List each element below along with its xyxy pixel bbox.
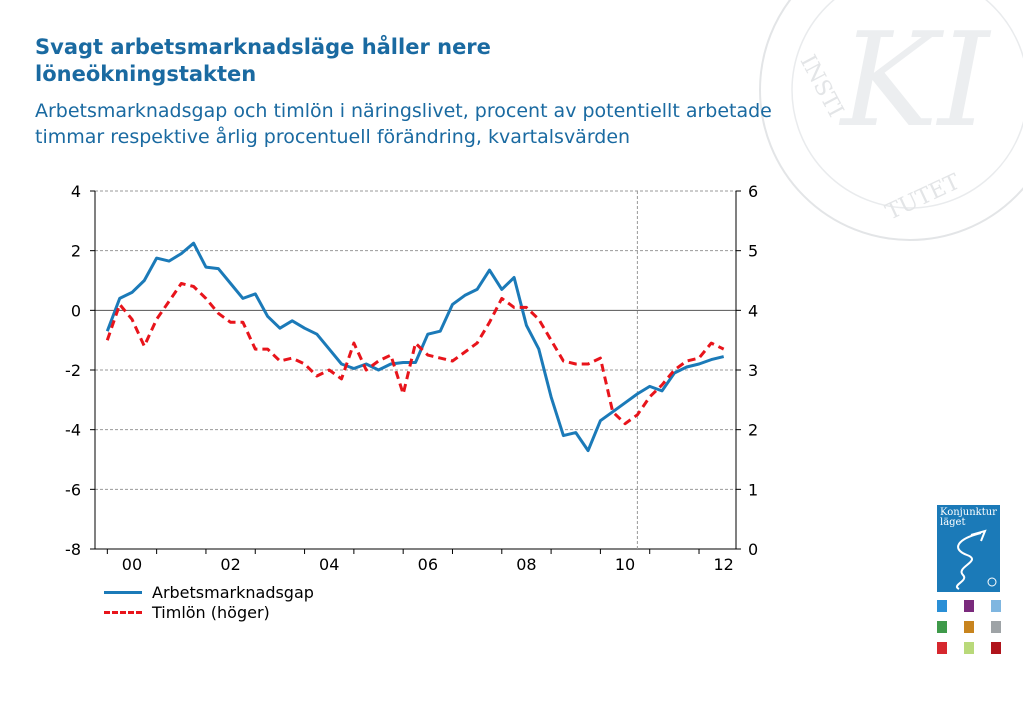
right-axis-tick-label: 1 bbox=[748, 480, 758, 499]
chart-title: Svagt arbetsmarknadsläge håller nere lön… bbox=[35, 35, 491, 86]
x-axis-tick-label: 04 bbox=[319, 555, 339, 574]
legend-label-wage: Timlön (höger) bbox=[152, 602, 270, 622]
left-axis-tick-label: 0 bbox=[71, 301, 81, 320]
report-thumbnail bbox=[964, 642, 974, 654]
chart-subtitle: Arbetsmarknadsgap och timlön i näringsli… bbox=[35, 100, 772, 148]
report-thumbnail bbox=[964, 600, 974, 612]
series-line-arbetsmarknadsgap bbox=[105, 241, 725, 453]
x-axis-tick-label: 08 bbox=[516, 555, 536, 574]
series-line-timlon bbox=[105, 282, 725, 426]
x-axis-tick-label: 02 bbox=[220, 555, 240, 574]
left-axis-tick-label: -8 bbox=[65, 540, 81, 559]
svg-text:KI: KI bbox=[839, 4, 992, 156]
right-axis-tick-label: 6 bbox=[748, 182, 758, 201]
chart-legend: Arbetsmarknadsgap Timlön (höger) bbox=[104, 582, 314, 622]
left-axis-tick-label: 2 bbox=[71, 242, 81, 261]
legend-label-gap: Arbetsmarknadsgap bbox=[152, 582, 314, 602]
x-axis-tick-label: 10 bbox=[615, 555, 635, 574]
x-axis-tick-label: 00 bbox=[122, 555, 142, 574]
right-axis-tick-label: 4 bbox=[748, 301, 758, 320]
legend-item-gap: Arbetsmarknadsgap bbox=[104, 582, 314, 602]
legend-swatch-gap bbox=[104, 590, 142, 594]
report-thumbnail bbox=[991, 642, 1001, 654]
right-axis-tick-label: 3 bbox=[748, 361, 758, 380]
right-axis-tick-label: 0 bbox=[748, 540, 758, 559]
left-axis-tick-label: -6 bbox=[65, 480, 81, 499]
report-thumbnail bbox=[937, 642, 947, 654]
legend-swatch-wage bbox=[104, 610, 142, 614]
x-axis-tick-label: 06 bbox=[418, 555, 438, 574]
report-thumbnail bbox=[991, 621, 1001, 633]
left-axis-tick-label: 4 bbox=[71, 182, 81, 201]
report-thumbnail bbox=[964, 621, 974, 633]
left-axis-tick-label: -4 bbox=[65, 421, 81, 440]
institute-seal-watermark: KI INSTI TUTET bbox=[759, 0, 1023, 241]
report-cover-title: Konjunktur läget bbox=[940, 507, 997, 528]
right-axis-tick-label: 2 bbox=[748, 421, 758, 440]
legend-item-wage: Timlön (höger) bbox=[104, 602, 314, 622]
report-cover-logo: Konjunktur läget bbox=[937, 505, 1000, 592]
report-thumbnail bbox=[937, 600, 947, 612]
left-axis-tick-label: -2 bbox=[65, 361, 81, 380]
report-thumbnail bbox=[991, 600, 1001, 612]
x-axis-tick-label: 12 bbox=[713, 555, 733, 574]
right-axis-tick-label: 5 bbox=[748, 242, 758, 261]
cover-swirl-icon bbox=[956, 529, 997, 590]
report-thumbnail bbox=[937, 621, 947, 633]
